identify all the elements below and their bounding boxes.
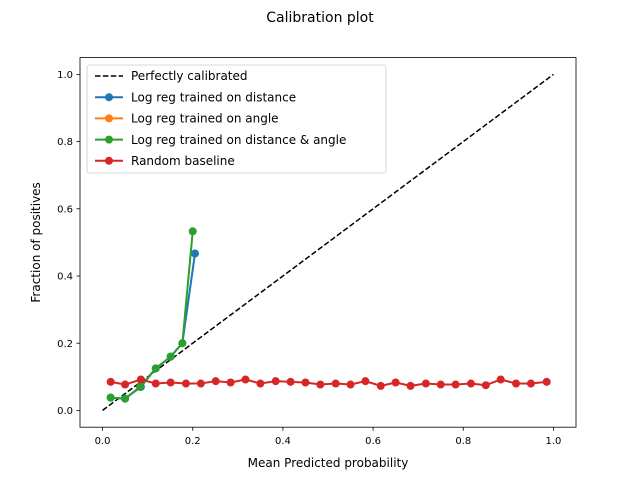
data-point-random-baseline [316, 380, 325, 389]
data-point-random-baseline [421, 379, 430, 388]
chart-title: Calibration plot [266, 10, 374, 26]
y-axis-ticks: 0.0 0.2 0.4 0.6 0.8 1.0 [57, 70, 80, 417]
legend-marker-log-reg-trained-on-angle [105, 114, 113, 123]
x-axis-label: Mean Predicted probability [248, 456, 409, 470]
legend-frame [86, 64, 387, 174]
data-point-random-baseline [196, 379, 205, 388]
data-point-random-baseline [106, 377, 115, 386]
plot-frame [79, 57, 577, 428]
data-point-random-baseline [301, 378, 310, 387]
y-tick-label: 1.0 [57, 70, 73, 81]
x-tick-label: 0.6 [365, 436, 381, 447]
data-point-random-baseline [481, 381, 490, 390]
legend-marker-random-baseline [105, 156, 113, 165]
legend: Perfectly calibrated Log reg trained on d… [86, 64, 387, 174]
data-point-log-reg-trained-on-distance-angle [151, 364, 160, 373]
y-tick-label: 0.6 [57, 204, 73, 215]
series-line-log-reg-trained-on-distance [110, 253, 196, 400]
legend-label-log-reg-trained-on-distance: Log reg trained on distance [131, 90, 296, 104]
legend-label-perfectly-calibrated: Perfectly calibrated [131, 69, 248, 83]
data-point-random-baseline [331, 379, 340, 388]
data-point-random-baseline [286, 377, 295, 386]
x-tick-label: 0.4 [275, 436, 291, 447]
x-tick-label: 0.0 [95, 436, 111, 447]
y-tick-label: 0.2 [57, 339, 73, 350]
x-tick-label: 0.2 [185, 436, 201, 447]
data-point-random-baseline [376, 381, 385, 390]
y-tick-label: 0.0 [57, 406, 73, 417]
data-point-log-reg-trained-on-distance-angle [121, 394, 130, 403]
legend-marker-log-reg-trained-on-distance [105, 93, 113, 102]
legend-marker-log-reg-trained-on-distance-angle [105, 135, 113, 144]
legend-label-random-baseline: Random baseline [131, 154, 235, 168]
series-line-random-baseline [110, 378, 547, 387]
x-axis-ticks: 0.0 0.2 0.4 0.6 0.8 1.0 [95, 427, 562, 447]
x-tick-label: 0.8 [455, 436, 471, 447]
data-point-random-baseline [256, 379, 265, 388]
data-point-log-reg-trained-on-distance [190, 249, 199, 258]
data-point-random-baseline [226, 378, 235, 387]
legend-label-log-reg-trained-on-distance-angle: Log reg trained on distance & angle [131, 133, 346, 147]
data-point-random-baseline [466, 379, 475, 388]
series-line-log-reg-trained-on-distance-angle [110, 231, 194, 400]
data-point-random-baseline [361, 377, 370, 386]
data-point-log-reg-trained-on-distance-angle [135, 382, 144, 391]
data-point-log-reg-trained-on-distance-angle [106, 393, 115, 402]
data-point-random-baseline [391, 378, 400, 387]
series-line-perfectly-calibrated [102, 73, 554, 412]
data-point-random-baseline [121, 380, 130, 389]
data-point-random-baseline [136, 375, 145, 384]
y-tick-label: 0.4 [57, 272, 73, 283]
data-point-random-baseline [241, 375, 250, 384]
data-point-random-baseline [166, 378, 175, 387]
y-tick-label: 0.8 [57, 137, 73, 148]
data-point-random-baseline [406, 381, 415, 390]
data-point-random-baseline [211, 377, 220, 386]
y-axis-label: Fraction of positives [29, 182, 43, 302]
data-point-random-baseline [271, 377, 280, 386]
data-point-random-baseline [542, 377, 551, 386]
data-point-random-baseline [181, 379, 190, 388]
data-point-random-baseline [526, 379, 535, 388]
data-point-random-baseline [496, 375, 505, 384]
data-point-random-baseline [346, 380, 355, 389]
data-point-log-reg-trained-on-distance-angle [188, 227, 197, 236]
series-layer [102, 73, 554, 412]
data-point-random-baseline [436, 380, 445, 389]
legend-label-log-reg-trained-on-angle: Log reg trained on angle [131, 112, 279, 126]
data-point-random-baseline [151, 379, 160, 388]
data-point-log-reg-trained-on-distance-angle [166, 352, 175, 361]
data-point-random-baseline [512, 379, 521, 388]
data-point-log-reg-trained-on-distance-angle [178, 339, 187, 348]
data-point-random-baseline [451, 380, 460, 389]
x-tick-label: 1.0 [546, 436, 562, 447]
